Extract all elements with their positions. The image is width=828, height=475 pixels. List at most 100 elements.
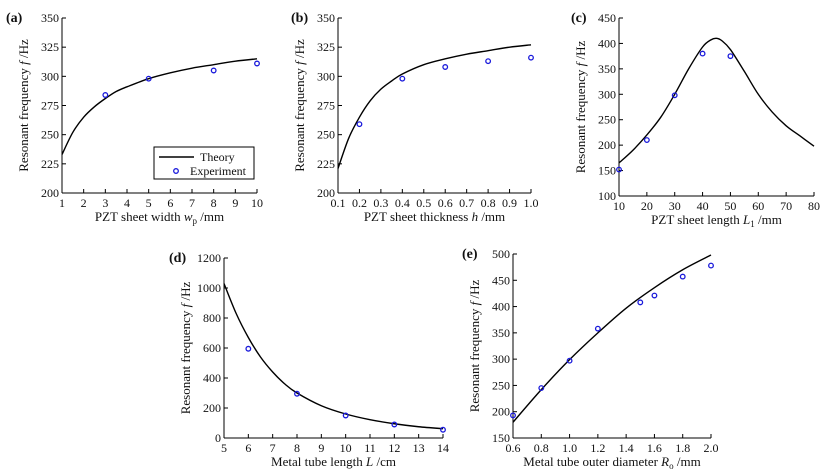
- x-tick-label-b: 0.2: [352, 196, 367, 210]
- panel-b: (b) 0.1 0.2 0.3 0.4 0.5 0.6 0.7 0.8 0.9 1.0 200 225 2…: [291, 11, 539, 224]
- y-tick-label-a: 300: [41, 69, 59, 83]
- y-axis-label-text: Resonant frequency: [178, 310, 193, 414]
- experiment-point-d: [391, 421, 398, 428]
- x-axis-symbol: w: [184, 209, 193, 224]
- panel-d: (d) 5 6 7 8 9 10 11 12 13 14 0 200 400 600 800 1000 1200 M…: [169, 251, 449, 469]
- x-axis-label-text: PZT sheet thickness: [364, 209, 468, 224]
- x-tick-label-d: 6: [245, 441, 251, 455]
- y-axis-label-a: Resonant frequency f /Hz: [16, 39, 31, 172]
- x-axis-subscript: 1: [750, 219, 755, 229]
- x-axis-label-text: Metal tube outer diameter: [523, 454, 658, 469]
- y-tick-label-d: 200: [203, 401, 221, 415]
- x-axis-symbol: R: [660, 454, 669, 469]
- y-axis-symbol: f: [467, 299, 482, 305]
- experiment-point-b: [528, 54, 534, 61]
- experiment-point-d: [294, 390, 300, 397]
- x-tick-label-a: 2: [81, 196, 87, 210]
- y-tick-label-b: 200: [317, 186, 335, 200]
- x-tick-label-c: 20: [641, 199, 653, 213]
- y-axis-label-b: Resonant frequency f /Hz: [292, 39, 307, 172]
- x-tick-label-b: 0.5: [416, 196, 431, 210]
- x-tick-label-e: 1.6: [647, 441, 662, 455]
- y-tick-label-b: 300: [317, 69, 335, 83]
- theory-line-e: [512, 254, 712, 423]
- y-tick-label-d: 600: [203, 341, 221, 355]
- experiment-point-e: [538, 385, 545, 392]
- y-axis-symbol: f: [292, 59, 307, 65]
- y-axis-label-text: Resonant frequency: [467, 308, 482, 412]
- x-tick-label-d: 9: [318, 441, 324, 455]
- x-tick-label-b: 0.3: [373, 196, 388, 210]
- x-tick-label-e: 0.6: [506, 441, 521, 455]
- x-tick-label-d: 5: [221, 441, 227, 455]
- y-axis-symbol: f: [573, 60, 588, 66]
- x-tick-label-c: 40: [697, 199, 709, 213]
- panel-label-c: (c): [571, 11, 587, 26]
- x-tick-label-d: 13: [413, 441, 425, 455]
- x-axis-label-b: PZT sheet thickness h /mm: [364, 209, 505, 224]
- experiment-point-b: [485, 58, 492, 65]
- experiment-point-e: [651, 292, 658, 299]
- panel-label-e: (e): [462, 247, 478, 262]
- x-tick-label-b: 1.0: [524, 196, 539, 210]
- panel-label-d: (d): [169, 251, 186, 266]
- experiment-point-c: [671, 92, 678, 99]
- y-tick-label-e: 450: [492, 273, 510, 287]
- x-axis-subscript: o: [669, 461, 674, 471]
- x-tick-label-e: 1.4: [619, 441, 634, 455]
- y-tick-label-b: 275: [317, 99, 335, 113]
- x-tick-label-a: 8: [211, 196, 217, 210]
- x-axis-unit: /mm: [674, 454, 701, 469]
- x-axis-label-e: Metal tube outer diameter Ro /mm: [523, 454, 700, 471]
- experiment-point-e: [708, 262, 714, 269]
- legend-experiment-marker: [173, 168, 179, 174]
- experiment-point-e: [510, 412, 516, 419]
- x-axis-label-a: PZT sheet width wp /mm: [95, 209, 224, 226]
- panel-label-b: (b): [291, 11, 308, 26]
- y-axis-label-e: Resonant frequency f /Hz: [467, 280, 482, 413]
- y-axis-label-c: Resonant frequency f /Hz: [573, 41, 588, 174]
- y-axis-label-text: Resonant frequency: [573, 69, 588, 173]
- experiment-point-e: [637, 299, 644, 306]
- y-tick-label-a: 225: [41, 157, 59, 171]
- x-tick-label-a: 5: [146, 196, 152, 210]
- experiment-point-d: [440, 426, 446, 433]
- x-tick-label-a: 1: [59, 196, 65, 210]
- y-tick-label-c: 100: [598, 189, 616, 203]
- x-tick-label-e: 1.2: [590, 441, 605, 455]
- experiment-point-c: [699, 50, 706, 57]
- y-tick-label-e: 350: [492, 326, 510, 340]
- x-tick-label-e: 1.8: [675, 441, 690, 455]
- x-axis-symbol: h: [472, 209, 479, 224]
- y-tick-label-c: 350: [598, 62, 616, 76]
- legend-box: [153, 146, 255, 180]
- y-tick-label-c: 300: [598, 87, 616, 101]
- y-tick-label-b: 325: [317, 40, 335, 54]
- y-tick-label-b: 225: [317, 157, 335, 171]
- y-tick-label-a: 200: [41, 186, 59, 200]
- x-tick-label-d: 10: [340, 441, 352, 455]
- x-tick-label-d: 11: [364, 441, 376, 455]
- experiment-point-e: [566, 357, 573, 364]
- x-tick-label-b: 0.9: [502, 196, 517, 210]
- experiment-point-a: [254, 60, 260, 67]
- y-tick-label-d: 1200: [197, 251, 221, 265]
- y-tick-label-d: 800: [203, 311, 221, 325]
- theory-line-c: [618, 37, 815, 164]
- x-tick-label-a: 9: [232, 196, 238, 210]
- y-axis-unit: /Hz: [573, 41, 588, 63]
- y-axis-label-d: Resonant frequency f /Hz: [178, 282, 193, 415]
- x-tick-label-b: 0.7: [459, 196, 474, 210]
- experiment-point-a: [210, 67, 217, 74]
- x-axis-unit: /mm: [197, 209, 224, 224]
- x-axis-unit: /cm: [373, 454, 396, 469]
- x-tick-label-b: 0.4: [395, 196, 410, 210]
- experiment-point-a: [102, 92, 109, 98]
- y-axis-label-text: Resonant frequency: [292, 68, 307, 172]
- y-tick-label-a: 250: [41, 128, 59, 142]
- y-axis-unit: /Hz: [178, 282, 193, 304]
- x-tick-label-a: 6: [167, 196, 173, 210]
- experiment-point-b: [356, 121, 363, 128]
- legend-theory-label: Theory: [200, 150, 235, 164]
- y-tick-label-e: 150: [492, 431, 510, 445]
